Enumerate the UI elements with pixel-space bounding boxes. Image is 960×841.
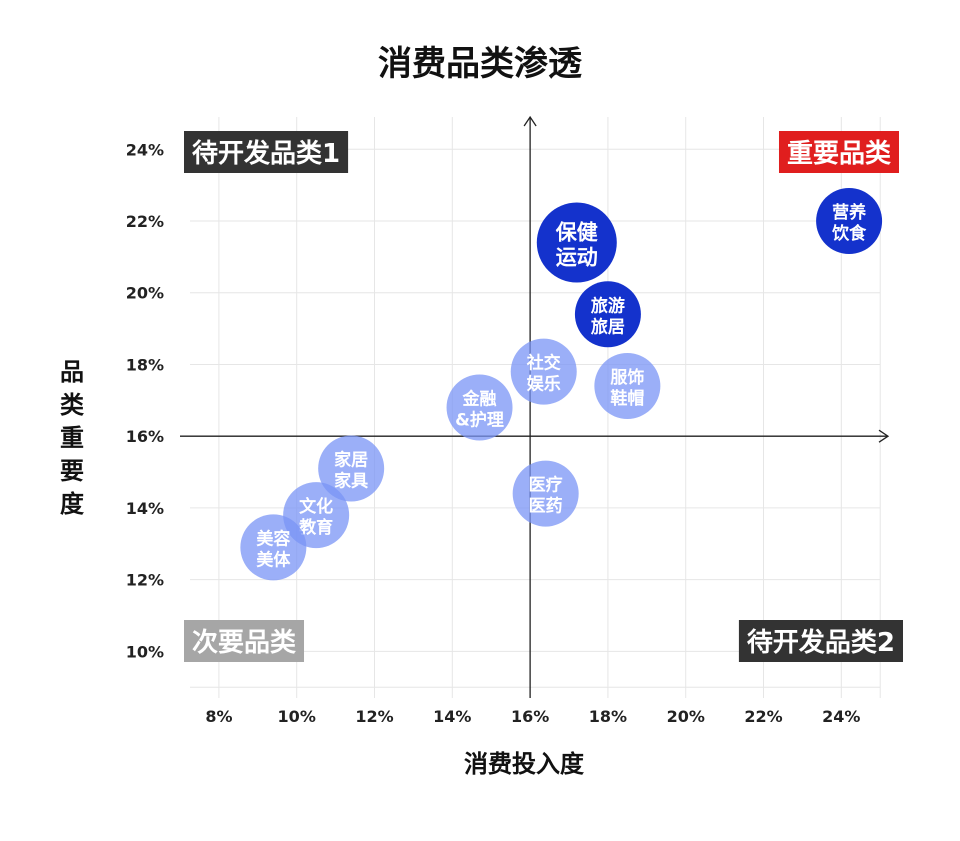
bubble-label: 保健 xyxy=(555,221,598,245)
bubble-circle xyxy=(510,338,577,405)
bubble-label: 营养 xyxy=(832,202,867,223)
bubble-circle xyxy=(594,352,661,419)
bubble-label: 医药 xyxy=(529,496,563,517)
quadrant-label: 次要品类 xyxy=(184,620,305,662)
quadrant-label: 待开发品类2 xyxy=(738,620,903,662)
bubble-circle xyxy=(816,188,883,255)
x-axis-arrow xyxy=(878,429,890,443)
svg-text:次要品类: 次要品类 xyxy=(192,628,296,658)
y-axis-arrow xyxy=(523,115,537,127)
tick-labels: 8% 10% 12% 14% 16% 18% 20% 22% 24% 10% 12% 14% 16% 18… xyxy=(126,140,861,726)
x-tick-label: 14% xyxy=(433,707,471,726)
grid xyxy=(190,117,881,698)
y-tick-label: 12% xyxy=(126,571,164,590)
axes xyxy=(180,115,890,698)
bubble-circle xyxy=(512,460,579,527)
chart-title: 消费品类渗透 xyxy=(378,44,583,84)
y-axis-label: 品类重要度 xyxy=(60,358,85,518)
bubble-label: 旅居 xyxy=(591,316,625,337)
x-tick-label: 24% xyxy=(822,707,860,726)
bubble-label: 家居 xyxy=(334,449,368,470)
x-tick-label: 12% xyxy=(355,707,393,726)
bubble-circle xyxy=(536,202,617,283)
x-tick-label: 16% xyxy=(511,707,549,726)
bubble-label: 服饰 xyxy=(610,367,644,388)
y-tick-label: 16% xyxy=(126,427,164,446)
svg-text:重要品类: 重要品类 xyxy=(787,139,891,169)
bubble-label: 饮食 xyxy=(831,223,867,244)
x-tick-label: 10% xyxy=(278,707,316,726)
bubble-label: 美体 xyxy=(256,549,291,570)
svg-text:品类重要度: 品类重要度 xyxy=(60,358,85,518)
x-tick-label: 8% xyxy=(205,707,232,726)
quadrant-label: 待开发品类1 xyxy=(184,131,349,173)
bubble-circle xyxy=(574,281,641,348)
svg-text:待开发品类2: 待开发品类2 xyxy=(747,627,895,658)
x-tick-label: 22% xyxy=(744,707,782,726)
y-tick-label: 24% xyxy=(126,140,164,159)
bubble-label: 文化 xyxy=(299,496,333,517)
bubble-label: 美容 xyxy=(256,528,290,549)
bubble-label: 教育 xyxy=(298,517,333,538)
bubble-circle xyxy=(446,374,513,441)
x-tick-label: 18% xyxy=(589,707,627,726)
x-tick-label: 20% xyxy=(667,707,705,726)
y-tick-label: 14% xyxy=(126,499,164,518)
x-axis-label: 消费投入度 xyxy=(464,750,585,778)
y-tick-label: 10% xyxy=(126,642,164,661)
bubble-label: 医疗 xyxy=(529,475,563,496)
bubble-label: 家具 xyxy=(334,470,368,491)
svg-text:待开发品类1: 待开发品类1 xyxy=(192,138,340,169)
bubble-circle xyxy=(240,514,307,581)
y-tick-label: 18% xyxy=(126,355,164,374)
bubble-label: 金融 xyxy=(462,389,497,410)
bubble: 金融&护理 xyxy=(446,374,513,441)
bubble-label: &护理 xyxy=(455,410,504,431)
bubble-label: 鞋帽 xyxy=(610,388,644,409)
bubble-label: 旅游 xyxy=(591,295,625,316)
quadrant-label: 重要品类 xyxy=(778,131,899,173)
y-tick-label: 20% xyxy=(126,284,164,303)
bubble-circle xyxy=(318,435,385,502)
bubble-label: 娱乐 xyxy=(527,374,561,395)
y-tick-label: 22% xyxy=(126,212,164,231)
bubble-label: 运动 xyxy=(556,246,598,270)
bubble-label: 社交 xyxy=(526,353,561,374)
